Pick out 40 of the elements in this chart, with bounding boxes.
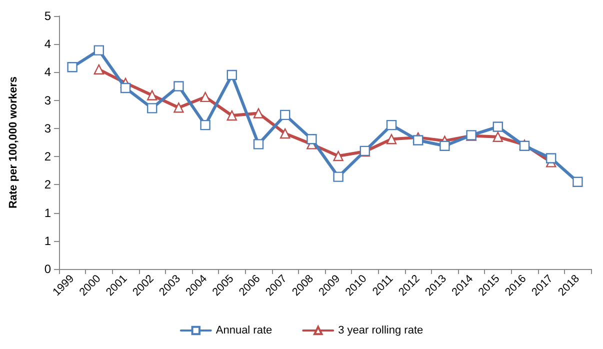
y-tick-label: 4: [44, 37, 52, 52]
point: [280, 110, 290, 120]
point: [253, 108, 264, 118]
y-tick-label: 1: [44, 234, 52, 248]
y-tick-label: 0: [44, 262, 52, 276]
y-tick-label: 1: [44, 206, 52, 220]
y-tick-label: 2: [44, 178, 52, 192]
point: [94, 45, 104, 56]
y-tick-label: 3: [44, 93, 52, 108]
point: [120, 82, 131, 94]
point: [306, 134, 317, 144]
point: [386, 120, 397, 130]
point: [333, 172, 344, 182]
y-tick-label: 3: [44, 121, 52, 136]
point: [253, 139, 264, 150]
point: [226, 110, 237, 121]
point: [147, 90, 158, 100]
point: [174, 81, 184, 92]
point: [572, 176, 583, 187]
point: [226, 70, 237, 80]
point: [546, 153, 556, 164]
point: [200, 120, 210, 130]
point: [413, 135, 424, 146]
point: [386, 134, 397, 144]
point: [147, 103, 158, 114]
point: [492, 132, 503, 142]
y-axis-title: Rate per 100,000 workers: [8, 76, 20, 209]
point: [174, 102, 184, 113]
point: [440, 140, 450, 151]
y-tick-label: 2: [44, 150, 52, 164]
point: [280, 128, 290, 139]
y-tick-label: 5: [44, 9, 52, 23]
point: [94, 64, 104, 75]
point: [200, 92, 210, 102]
point: [333, 150, 344, 162]
legend-label: Annual rate: [216, 324, 272, 336]
point: [67, 62, 78, 72]
point: [492, 122, 503, 132]
y-tick-label: 4: [44, 65, 52, 80]
legend-label: 3 year rolling rate: [338, 324, 424, 336]
